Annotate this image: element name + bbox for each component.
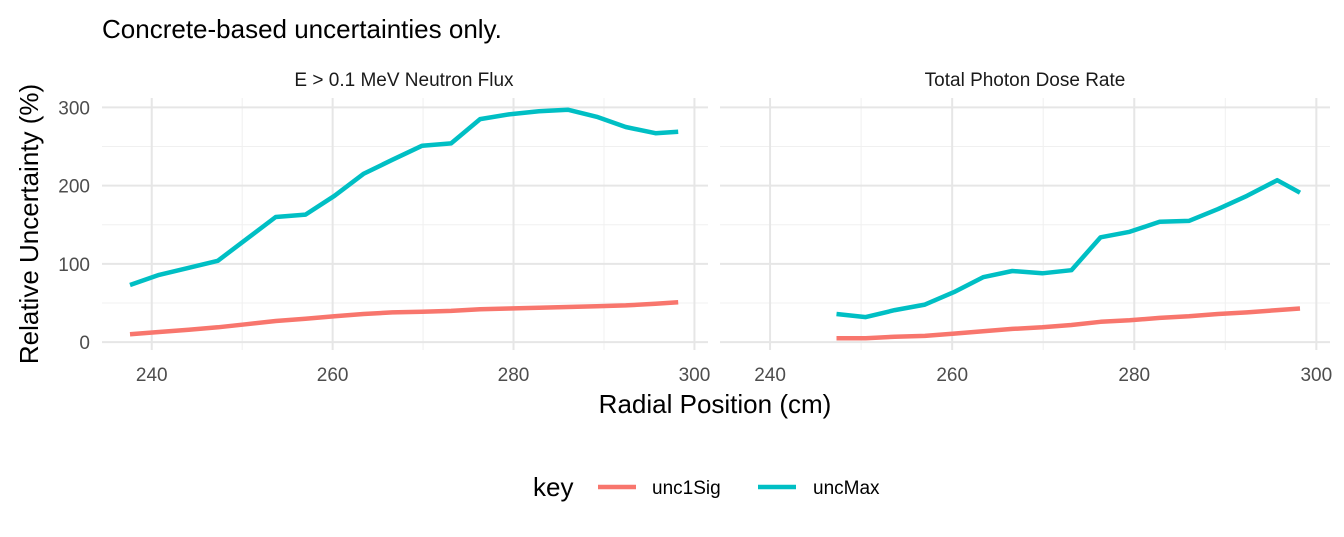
legend-label-unc1sig: unc1Sig [652, 478, 721, 499]
legend: key unc1Sig uncMax [533, 472, 880, 502]
y-tick-label: 200 [58, 177, 90, 198]
panel-neutron-flux: E > 0.1 MeV Neutron Flux 240 260 280 300 0 1… [58, 70, 710, 386]
series-line-unc1sig [129, 300, 679, 337]
panel-grid [720, 98, 1330, 350]
x-tick-label: 300 [1300, 365, 1332, 386]
x-axis-title: Radial Position (cm) [599, 389, 832, 419]
panel-photon-dose: Total Photon Dose Rate 240 260 280 300 [720, 70, 1332, 386]
series-line-unc1sig [836, 306, 1301, 341]
x-tick-label: 260 [317, 365, 349, 386]
x-tick-labels: 240 260 280 300 [136, 365, 710, 386]
x-tick-label: 280 [1118, 365, 1150, 386]
x-tick-label: 240 [136, 365, 168, 386]
legend-title: key [533, 472, 573, 502]
series-line-uncmax [129, 107, 679, 288]
y-axis-title: Relative Uncertainty (%) [14, 84, 44, 364]
series-line-uncmax [836, 177, 1302, 320]
legend-label-uncmax: uncMax [813, 478, 880, 499]
x-tick-label: 280 [498, 365, 530, 386]
x-tick-label: 300 [679, 365, 711, 386]
y-tick-label: 0 [79, 333, 90, 354]
y-tick-labels: 0 100 200 300 [58, 98, 90, 354]
y-tick-label: 100 [58, 255, 90, 276]
x-tick-labels: 240 260 280 300 [754, 365, 1332, 386]
panel-series [129, 107, 679, 337]
x-tick-label: 260 [936, 365, 968, 386]
chart-title: Concrete-based uncertainties only. [102, 14, 502, 44]
x-tick-label: 240 [754, 365, 786, 386]
y-tick-label: 300 [58, 98, 90, 119]
panel-title: Total Photon Dose Rate [925, 70, 1126, 91]
panel-title: E > 0.1 MeV Neutron Flux [294, 70, 514, 91]
panel-series [836, 177, 1302, 341]
